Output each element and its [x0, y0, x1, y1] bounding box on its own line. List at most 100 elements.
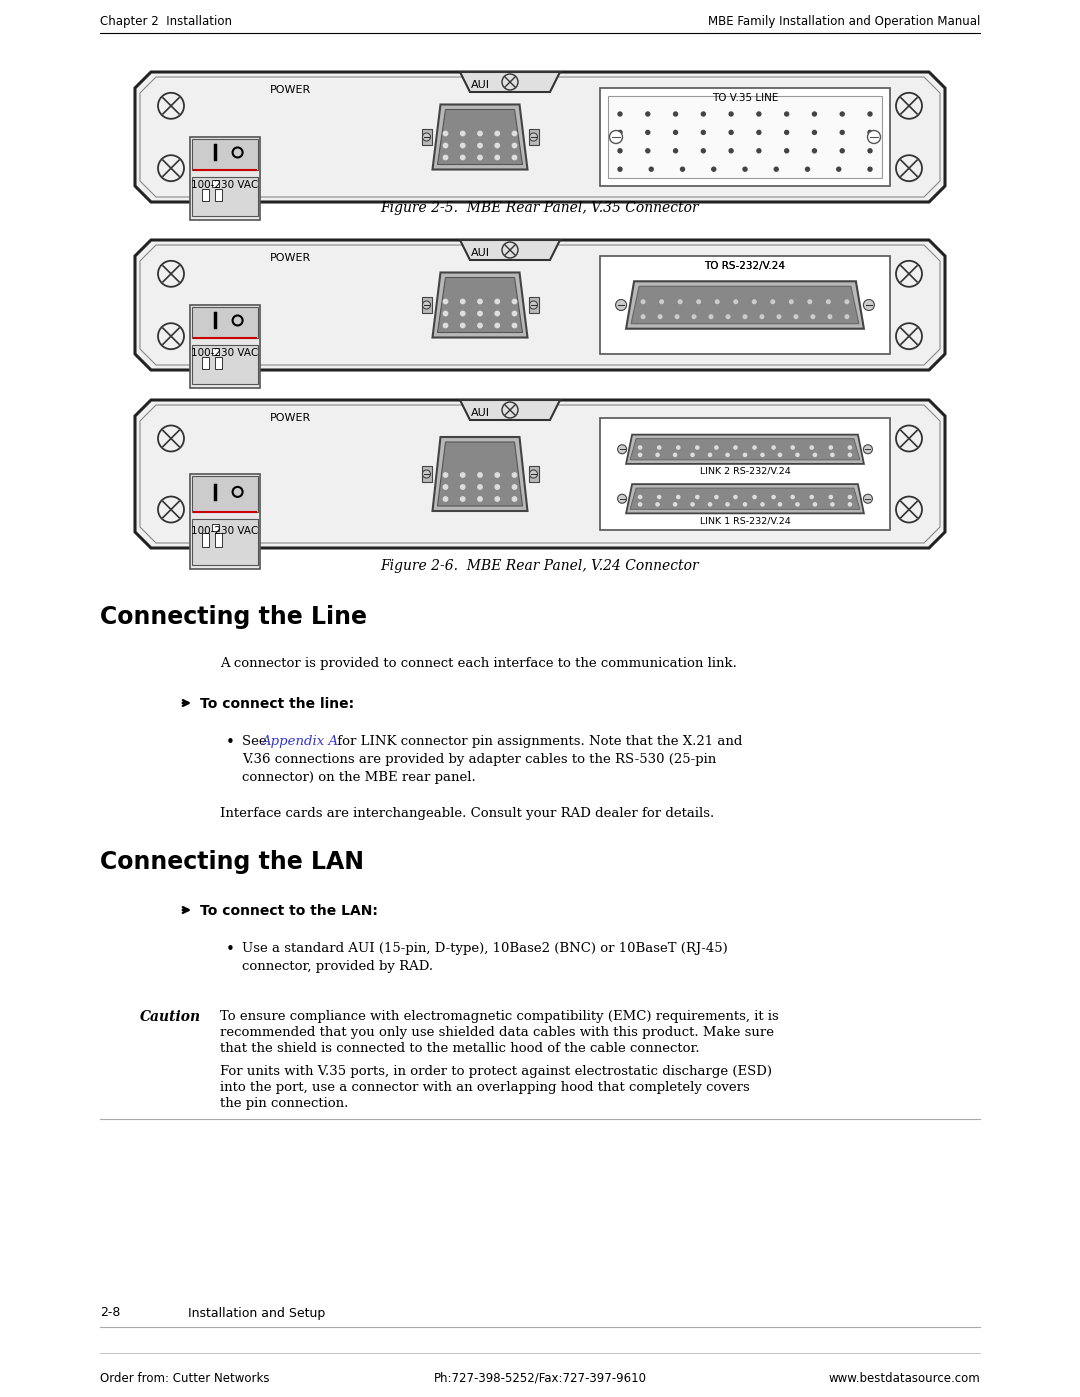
Text: into the port, use a connector with an overlapping hood that completely covers: into the port, use a connector with an o… [220, 1081, 750, 1094]
Polygon shape [626, 281, 864, 328]
Bar [600, 418, 890, 531]
Circle shape [460, 497, 465, 502]
Polygon shape [437, 278, 523, 332]
Text: LINK 2 RS-232/V.24: LINK 2 RS-232/V.24 [700, 467, 791, 476]
Circle shape [896, 426, 922, 451]
Circle shape [674, 503, 677, 506]
Circle shape [529, 133, 538, 141]
Circle shape [785, 130, 788, 134]
Circle shape [828, 314, 832, 319]
Text: recommended that you only use shielded data cables with this product. Make sure: recommended that you only use shielded d… [220, 1025, 774, 1039]
Circle shape [729, 130, 733, 134]
Circle shape [495, 299, 499, 303]
Text: Caution: Caution [140, 1010, 201, 1024]
Circle shape [829, 496, 833, 499]
Text: To ensure compliance with electromagnetic compatibility (EMC) requirements, it i: To ensure compliance with electromagneti… [220, 1010, 779, 1023]
Circle shape [674, 149, 677, 152]
Circle shape [460, 144, 465, 148]
Text: Installation and Setup: Installation and Setup [188, 1306, 325, 1320]
Circle shape [443, 323, 448, 328]
Text: Figure 2-5.  MBE Rear Panel, V.35 Connector: Figure 2-5. MBE Rear Panel, V.35 Connect… [380, 201, 700, 215]
Text: connector, provided by RAD.: connector, provided by RAD. [242, 960, 433, 972]
Circle shape [846, 314, 849, 319]
Circle shape [868, 130, 872, 134]
Polygon shape [432, 437, 527, 511]
Polygon shape [626, 485, 864, 513]
Circle shape [618, 112, 622, 116]
Circle shape [649, 168, 653, 172]
Text: Chapter 2  Installation: Chapter 2 Installation [100, 15, 232, 28]
Text: Connecting the LAN: Connecting the LAN [100, 849, 364, 875]
Circle shape [232, 316, 243, 326]
Text: See: See [242, 735, 271, 747]
Circle shape [680, 168, 685, 172]
Bar [192, 307, 258, 338]
Circle shape [710, 314, 713, 319]
Circle shape [477, 485, 482, 489]
Circle shape [896, 155, 922, 182]
Circle shape [443, 497, 448, 502]
Circle shape [158, 155, 184, 182]
Circle shape [743, 453, 746, 457]
Circle shape [831, 503, 834, 506]
Circle shape [512, 312, 516, 316]
Circle shape [863, 299, 875, 310]
Circle shape [796, 503, 799, 506]
Circle shape [829, 446, 833, 448]
Circle shape [495, 323, 499, 328]
Circle shape [848, 453, 851, 457]
Circle shape [495, 472, 499, 478]
Circle shape [618, 168, 622, 172]
Bar [212, 524, 218, 531]
Circle shape [779, 453, 782, 457]
Text: 100-230 VAC: 100-230 VAC [191, 348, 258, 358]
Circle shape [868, 168, 872, 172]
Circle shape [761, 453, 764, 457]
Circle shape [674, 130, 677, 134]
Bar [600, 256, 890, 355]
Text: Interface cards are interchangeable. Consult your RAD dealer for details.: Interface cards are interchangeable. Con… [220, 807, 714, 820]
Circle shape [840, 149, 845, 152]
Text: Order from: Cutter Networks: Order from: Cutter Networks [100, 1372, 270, 1384]
Circle shape [774, 168, 779, 172]
Circle shape [422, 300, 431, 309]
Circle shape [232, 488, 243, 497]
Circle shape [443, 155, 448, 159]
Circle shape [674, 112, 677, 116]
Circle shape [158, 92, 184, 119]
Polygon shape [630, 488, 860, 510]
Circle shape [659, 314, 662, 319]
Circle shape [810, 496, 813, 499]
Circle shape [677, 446, 679, 448]
Circle shape [715, 300, 719, 303]
Circle shape [726, 453, 729, 457]
Bar [202, 534, 210, 548]
Circle shape [529, 469, 538, 478]
Circle shape [495, 312, 499, 316]
Circle shape [743, 168, 747, 172]
Text: AUI: AUI [471, 249, 489, 258]
Bar [215, 534, 222, 548]
Circle shape [477, 155, 482, 159]
Circle shape [638, 496, 642, 499]
Circle shape [460, 312, 465, 316]
Circle shape [618, 149, 622, 152]
Circle shape [848, 503, 851, 506]
Circle shape [422, 133, 431, 141]
Text: LINK 1 RS-232/V.24: LINK 1 RS-232/V.24 [700, 517, 791, 525]
Circle shape [806, 168, 810, 172]
Circle shape [846, 300, 849, 303]
Circle shape [477, 472, 482, 478]
Circle shape [658, 496, 661, 499]
Circle shape [642, 300, 645, 303]
Polygon shape [460, 400, 561, 420]
Circle shape [660, 300, 663, 303]
Circle shape [618, 444, 626, 454]
Text: the pin connection.: the pin connection. [220, 1097, 349, 1111]
Circle shape [609, 130, 622, 144]
Circle shape [158, 323, 184, 349]
Circle shape [512, 144, 516, 148]
Circle shape [771, 300, 774, 303]
Polygon shape [460, 73, 561, 92]
Circle shape [848, 496, 851, 499]
